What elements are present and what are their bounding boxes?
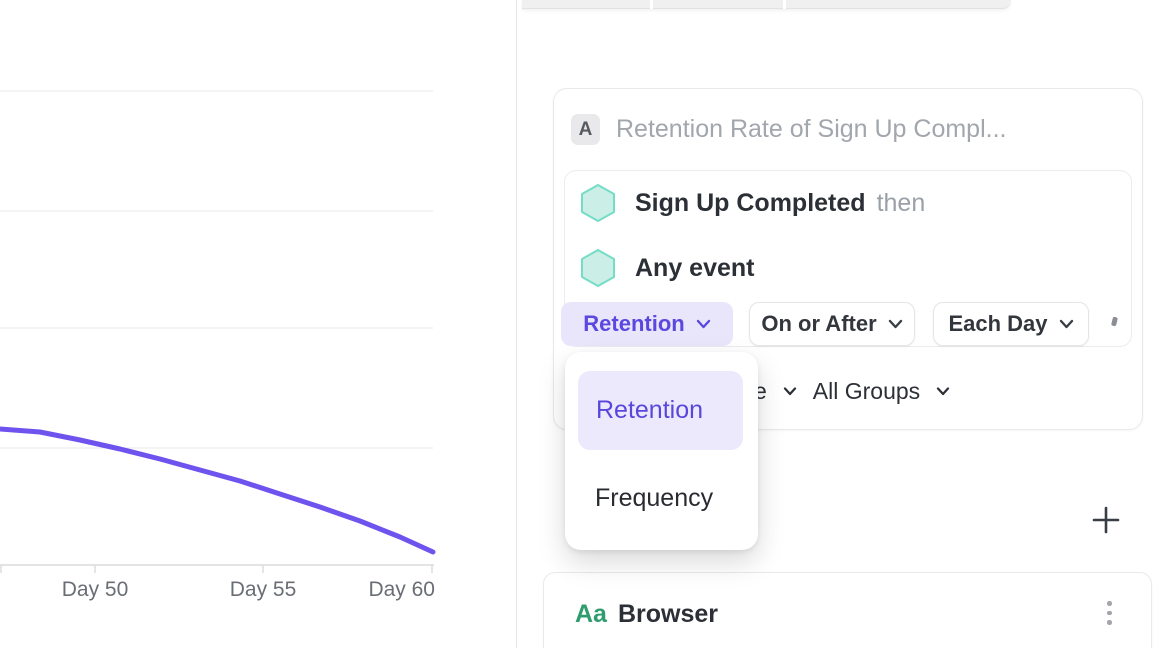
x-tick-label: Day 55 (229, 578, 297, 601)
interval-dropdown-button[interactable]: Each Day (933, 302, 1089, 346)
kebab-menu-icon[interactable] (1107, 601, 1112, 625)
groups-dropdown[interactable]: All Groups (812, 378, 921, 404)
kebab-dot (1107, 610, 1112, 615)
kebab-dot (1107, 620, 1112, 625)
x-tick-label: Day 60 (368, 578, 435, 601)
retention-chart-pane: Day 50 Day 55 Day 60 (0, 0, 516, 648)
plus-icon (1092, 506, 1120, 534)
dropdown-button-label: Retention (583, 311, 685, 336)
chevron-down-icon (1059, 319, 1073, 329)
menu-item-retention[interactable]: Retention (578, 371, 743, 450)
event-name: Sign Up Completed (635, 188, 866, 217)
dropdown-button-label: On or After (761, 311, 877, 336)
module-footer-row: e All Groups (754, 378, 950, 405)
string-property-icon: Aa (575, 600, 607, 628)
kebab-dot (1107, 601, 1112, 606)
add-module-button[interactable] (1088, 503, 1124, 537)
x-tick-label: Day 50 (61, 578, 129, 601)
segment-card-browser[interactable]: Aa Browser (543, 572, 1152, 648)
dropdown-button-label: Each Day (948, 311, 1048, 336)
panel-divider (516, 0, 517, 648)
menu-item-frequency[interactable]: Frequency (595, 483, 714, 512)
on-or-after-dropdown-button[interactable]: On or After (749, 302, 915, 346)
tab-divider (783, 0, 786, 9)
event-name: Any event (635, 253, 755, 282)
chevron-down-icon (888, 319, 902, 329)
segment-property-name: Browser (618, 600, 719, 628)
module-badge: A (571, 114, 600, 145)
metric-type-dropdown-button[interactable]: Retention (561, 302, 733, 346)
event-hexagon-icon (581, 249, 615, 287)
event-hexagon-icon (581, 184, 615, 222)
chevron-down-icon (937, 387, 950, 396)
event-row[interactable]: Sign Up Completed then (580, 182, 925, 224)
tab-divider (650, 0, 653, 9)
retention-line-chart (0, 90, 436, 573)
chevron-down-icon (783, 387, 796, 396)
chevron-down-icon (696, 319, 710, 329)
event-suffix: then (876, 188, 926, 217)
metric-type-menu: Retention Frequency (565, 352, 758, 550)
event-row[interactable]: Any event (580, 247, 765, 289)
chart-type-tabstrip-cropped[interactable] (522, 0, 1011, 9)
module-title-input[interactable]: Retention Rate of Sign Up Compl... (616, 115, 1007, 143)
